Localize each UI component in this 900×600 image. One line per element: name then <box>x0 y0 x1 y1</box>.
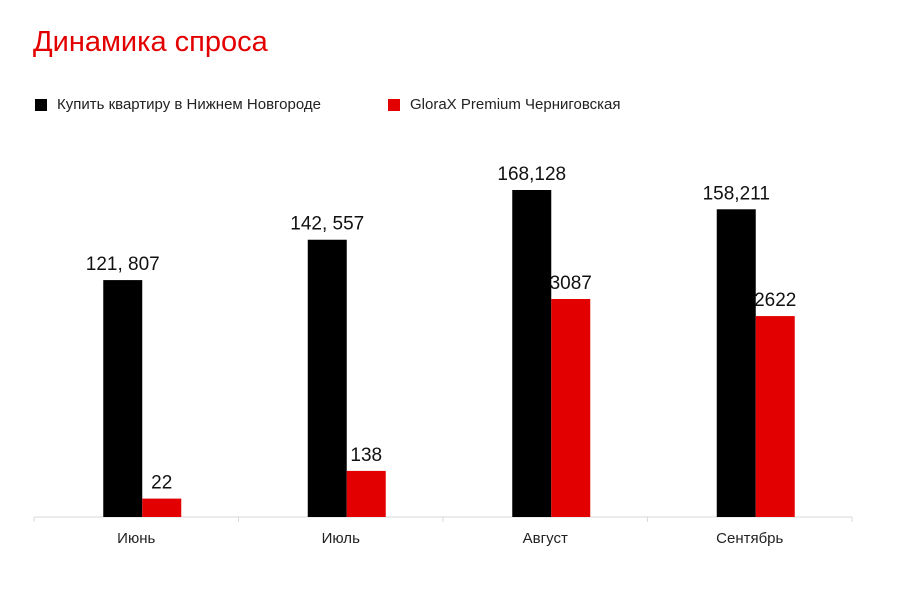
bar-red <box>142 498 182 517</box>
data-label: 168,128 <box>497 164 566 185</box>
x-tick-label: Сентябрь <box>716 530 783 547</box>
x-tick-label: Июнь <box>117 530 155 547</box>
bar-black <box>307 239 347 517</box>
data-label: 22 <box>151 473 172 494</box>
legend-label: GloraX Premium Черниговская <box>410 96 621 113</box>
bar-black <box>103 280 143 517</box>
data-label: 142, 557 <box>290 214 364 235</box>
data-label: 138 <box>350 445 382 466</box>
bar-red <box>551 299 591 517</box>
legend-item-series-2: GloraX Premium Черниговская <box>388 96 621 113</box>
legend-item-series-1: Купить квартиру в Нижнем Новгороде <box>35 96 321 113</box>
legend-label: Купить квартиру в Нижнем Новгороде <box>57 96 321 113</box>
chart-title: Динамика спроса <box>33 26 268 58</box>
data-label: 3087 <box>550 273 592 294</box>
legend-swatch-black <box>35 98 47 111</box>
data-label: 2622 <box>754 290 796 311</box>
x-tick-label: Июль <box>322 530 360 547</box>
data-label: 121, 807 <box>86 254 160 275</box>
x-tick-label: Август <box>523 530 568 547</box>
legend-swatch-red <box>388 98 400 111</box>
bar-black <box>512 190 552 517</box>
data-label: 158,211 <box>703 183 770 204</box>
bar-black <box>716 209 756 518</box>
bar-red <box>755 316 795 517</box>
bar-red <box>346 470 386 517</box>
